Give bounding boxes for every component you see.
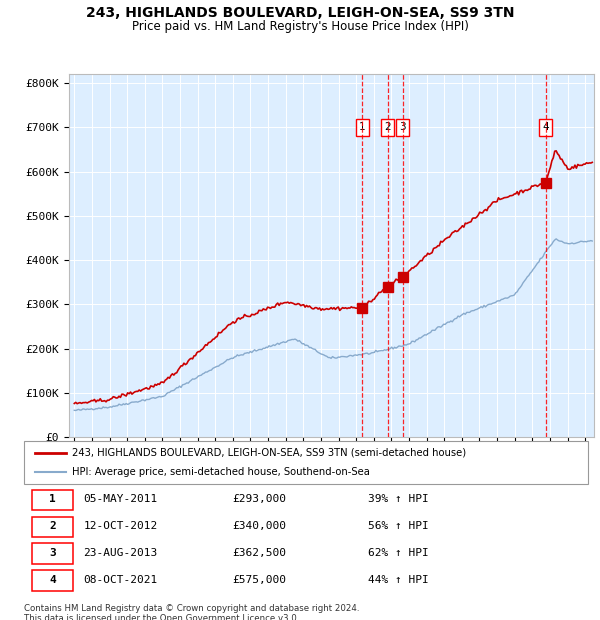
Text: 2: 2	[49, 521, 56, 531]
Text: 56% ↑ HPI: 56% ↑ HPI	[368, 521, 429, 531]
Text: 1: 1	[359, 123, 365, 133]
Text: £575,000: £575,000	[233, 575, 287, 585]
Text: 4: 4	[542, 123, 549, 133]
Text: 3: 3	[400, 123, 406, 133]
Text: 23-AUG-2013: 23-AUG-2013	[83, 548, 157, 558]
FancyBboxPatch shape	[32, 490, 73, 510]
Text: 39% ↑ HPI: 39% ↑ HPI	[368, 494, 429, 504]
Text: 243, HIGHLANDS BOULEVARD, LEIGH-ON-SEA, SS9 3TN: 243, HIGHLANDS BOULEVARD, LEIGH-ON-SEA, …	[86, 6, 514, 20]
FancyBboxPatch shape	[32, 544, 73, 564]
FancyBboxPatch shape	[24, 441, 588, 484]
Text: 62% ↑ HPI: 62% ↑ HPI	[368, 548, 429, 558]
Text: £340,000: £340,000	[233, 521, 287, 531]
Text: 05-MAY-2011: 05-MAY-2011	[83, 494, 157, 504]
Text: 4: 4	[49, 575, 56, 585]
Text: 243, HIGHLANDS BOULEVARD, LEIGH-ON-SEA, SS9 3TN (semi-detached house): 243, HIGHLANDS BOULEVARD, LEIGH-ON-SEA, …	[72, 448, 466, 458]
FancyBboxPatch shape	[32, 516, 73, 536]
Text: 08-OCT-2021: 08-OCT-2021	[83, 575, 157, 585]
Text: 1: 1	[49, 494, 56, 504]
Text: 44% ↑ HPI: 44% ↑ HPI	[368, 575, 429, 585]
FancyBboxPatch shape	[32, 570, 73, 590]
Text: Price paid vs. HM Land Registry's House Price Index (HPI): Price paid vs. HM Land Registry's House …	[131, 20, 469, 33]
Text: Contains HM Land Registry data © Crown copyright and database right 2024.
This d: Contains HM Land Registry data © Crown c…	[24, 604, 359, 620]
Text: HPI: Average price, semi-detached house, Southend-on-Sea: HPI: Average price, semi-detached house,…	[72, 467, 370, 477]
Text: £293,000: £293,000	[233, 494, 287, 504]
Text: 3: 3	[49, 548, 56, 558]
Text: £362,500: £362,500	[233, 548, 287, 558]
Text: 2: 2	[384, 123, 391, 133]
Text: 12-OCT-2012: 12-OCT-2012	[83, 521, 157, 531]
